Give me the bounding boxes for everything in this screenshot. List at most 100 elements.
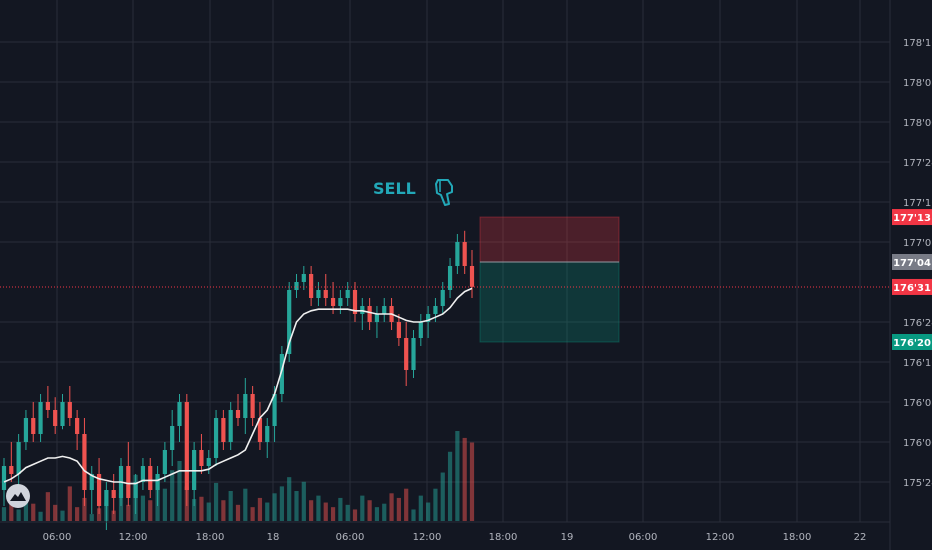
price-tick-label: 176'08 bbox=[903, 398, 932, 409]
candle-body bbox=[243, 394, 248, 418]
candle-body bbox=[287, 290, 292, 354]
volume-bar bbox=[265, 502, 270, 521]
candle-body bbox=[155, 474, 160, 490]
volume-bar bbox=[389, 493, 394, 521]
price-tag-box bbox=[892, 254, 932, 270]
candle-body bbox=[265, 426, 270, 442]
volume-bar bbox=[111, 510, 116, 521]
candle-body bbox=[184, 402, 189, 490]
candle-body bbox=[89, 474, 94, 490]
volume-bar bbox=[16, 509, 21, 521]
volume-bar bbox=[279, 486, 284, 521]
price-tick-label: 177'08 bbox=[903, 238, 932, 249]
candle-body bbox=[462, 242, 467, 266]
candle-body bbox=[67, 402, 72, 418]
candle-body bbox=[330, 298, 336, 306]
sell-label: SELL bbox=[373, 179, 416, 198]
price-tick-label: 178'08 bbox=[903, 78, 932, 89]
price-tag-label: 176'20 bbox=[893, 338, 931, 349]
candle-body bbox=[309, 274, 314, 298]
candle-body bbox=[96, 474, 102, 506]
stop-loss-zone[interactable] bbox=[479, 216, 620, 263]
candle-body bbox=[440, 290, 445, 306]
price-tick-label: 178'00 bbox=[903, 118, 932, 129]
volume-bar bbox=[213, 482, 219, 521]
candle-body bbox=[418, 322, 423, 338]
volume-bar bbox=[148, 500, 153, 521]
time-tick-label: 12:00 bbox=[119, 532, 148, 543]
tradingview-logo[interactable] bbox=[6, 484, 30, 508]
candle-body bbox=[272, 394, 277, 426]
price-tag-box bbox=[892, 334, 932, 350]
candle-body bbox=[9, 466, 14, 474]
candle-body bbox=[206, 458, 211, 466]
short-position-tool[interactable] bbox=[479, 216, 620, 343]
candle-body bbox=[404, 338, 409, 370]
candle-body bbox=[301, 274, 306, 282]
volume-bar bbox=[330, 507, 336, 521]
candle-body bbox=[396, 322, 401, 338]
volume-bar bbox=[447, 451, 453, 521]
candle-body bbox=[140, 466, 146, 482]
volume-bar bbox=[206, 502, 211, 521]
time-tick-label: 06:00 bbox=[336, 532, 365, 543]
candles bbox=[1, 230, 475, 530]
candle-body bbox=[338, 298, 343, 306]
volume-bar bbox=[67, 486, 72, 521]
candle-body bbox=[382, 306, 387, 314]
candle-body bbox=[126, 466, 131, 498]
thumbs-down-icon bbox=[435, 179, 453, 206]
time-tick-label: 19 bbox=[561, 532, 574, 543]
candle-body bbox=[447, 266, 453, 290]
volume-bar bbox=[140, 495, 146, 521]
candle-body bbox=[170, 426, 175, 450]
volume-bar bbox=[418, 495, 423, 521]
time-tick-label: 18:00 bbox=[489, 532, 518, 543]
price-axis[interactable]: 178'16 178'08 178'00 177'24 177'16 177'08 176'… bbox=[889, 0, 932, 550]
volume-bar bbox=[440, 472, 445, 521]
volume-bar bbox=[257, 497, 263, 521]
volume-bar bbox=[89, 514, 94, 521]
volume-bar bbox=[243, 488, 248, 521]
ma-line bbox=[3, 287, 473, 485]
candle-body bbox=[60, 402, 65, 426]
price-tick-label: 175'24 bbox=[903, 478, 932, 489]
volume-bar bbox=[404, 488, 409, 521]
volume-bar bbox=[162, 488, 167, 521]
sell-annotation: SELL bbox=[373, 179, 453, 206]
time-tick-label: 18:00 bbox=[196, 532, 225, 543]
candle-body bbox=[367, 306, 372, 322]
candle-body bbox=[38, 402, 43, 434]
time-axis[interactable]: 06:00 12:00 18:00 18 06:00 12:00 18:00 19 06:00 1… bbox=[0, 521, 890, 543]
take-profit-zone[interactable] bbox=[479, 261, 620, 343]
volume-bar bbox=[433, 488, 438, 521]
candle-body bbox=[45, 402, 50, 410]
volume-bar bbox=[374, 507, 380, 521]
candle-body bbox=[250, 394, 255, 418]
candle-body bbox=[111, 490, 116, 498]
time-tick-label: 12:00 bbox=[706, 532, 735, 543]
volume-bar bbox=[323, 502, 328, 521]
candle-body bbox=[316, 290, 321, 298]
volume-bar bbox=[96, 508, 102, 521]
volume-bars bbox=[1, 431, 475, 521]
candle-body bbox=[221, 418, 226, 442]
volume-bar bbox=[60, 510, 65, 521]
volume-bar bbox=[287, 477, 292, 521]
volume-bar bbox=[118, 493, 124, 521]
moving-average bbox=[3, 287, 473, 485]
time-tick-label: 12:00 bbox=[413, 532, 442, 543]
volume-bar bbox=[316, 495, 321, 521]
volume-bar bbox=[309, 500, 314, 521]
volume-bar bbox=[301, 481, 306, 521]
volume-bar bbox=[426, 502, 431, 521]
candle-body bbox=[16, 442, 21, 474]
price-tag-label: 177'04 bbox=[893, 258, 931, 269]
time-tick-label: 06:00 bbox=[629, 532, 658, 543]
volume-bar bbox=[177, 461, 182, 521]
candle-body bbox=[235, 410, 241, 418]
candle-body bbox=[213, 418, 219, 458]
volume-bar bbox=[250, 507, 255, 521]
